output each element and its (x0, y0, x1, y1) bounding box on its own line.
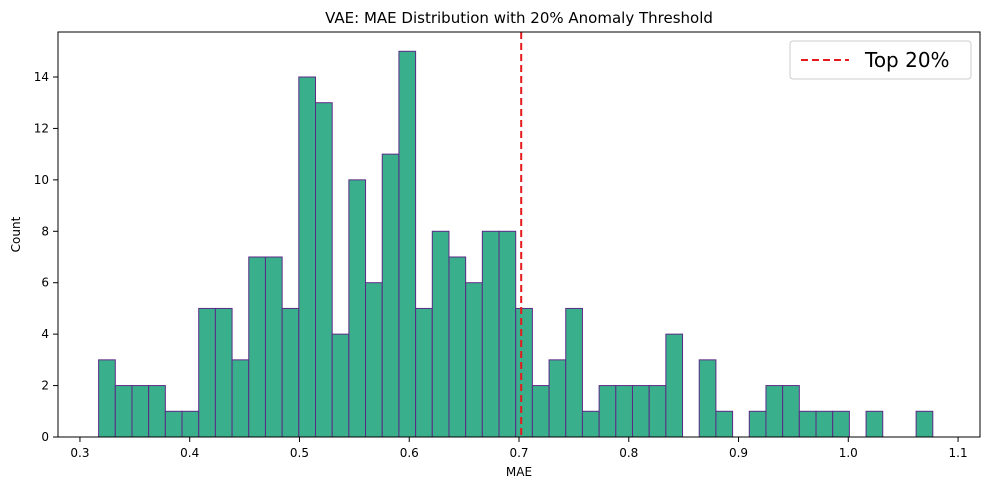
histogram-bar (331, 333, 350, 438)
histogram-bar (281, 307, 300, 438)
histogram-bar (515, 307, 533, 438)
x-tick-label: 1.0 (839, 446, 858, 460)
y-tick-label: 14 (34, 70, 49, 84)
x-axis-title: MAE (506, 465, 532, 479)
histogram-bar (398, 50, 417, 438)
histogram-bar (315, 102, 333, 438)
histogram-bar (348, 179, 367, 438)
y-tick-label: 4 (41, 327, 49, 341)
x-tick-label: 0.9 (729, 446, 748, 460)
histogram-bar (248, 256, 266, 438)
x-tick-label: 0.5 (290, 446, 309, 460)
y-tick-label: 12 (34, 121, 49, 135)
histogram-bar (181, 410, 200, 438)
y-tick-label: 6 (41, 276, 49, 290)
x-tick-label: 1.1 (949, 446, 968, 460)
x-tick-label: 0.4 (180, 446, 199, 460)
histogram-bar (565, 307, 583, 438)
legend-box (789, 40, 972, 80)
histogram-bar (798, 410, 817, 438)
histogram-bar (431, 230, 450, 438)
histogram-bar (365, 282, 383, 438)
chart-title: VAE: MAE Distribution with 20% Anomaly T… (325, 9, 713, 27)
histogram-bar (765, 385, 784, 438)
y-tick-label: 0 (41, 430, 49, 444)
histogram-bar (264, 256, 283, 438)
histogram-bar (298, 76, 317, 438)
histogram-bar (531, 385, 550, 438)
histogram-bar (815, 410, 834, 438)
x-tick-label: 0.3 (70, 446, 89, 460)
y-tick-label: 2 (41, 379, 49, 393)
x-tick-label: 0.8 (619, 446, 638, 460)
y-axis-title: Count (9, 216, 23, 252)
histogram-bar (415, 307, 433, 438)
histogram-bar (98, 359, 116, 438)
histogram-bar (715, 410, 734, 438)
histogram-bar (114, 385, 133, 438)
histogram-bar (498, 230, 517, 438)
histogram-bar (548, 359, 567, 438)
x-tick-label: 0.6 (400, 446, 419, 460)
legend: Top 20% (789, 40, 972, 80)
legend-label: Top 20% (864, 48, 950, 72)
x-tick-label: 0.7 (509, 446, 528, 460)
x-axis-ticks: 0.3 0.4 0.5 0.6 0.7 0.8 0.9 1.0 1.1 (70, 437, 968, 460)
histogram-bar (782, 385, 800, 438)
histogram-bar (631, 385, 650, 438)
histogram-bar (164, 410, 183, 438)
histogram-bar (131, 385, 150, 438)
histogram-bar (148, 385, 166, 438)
histogram-bar (198, 307, 216, 438)
histogram-bar (598, 385, 617, 438)
histogram-bars (98, 50, 934, 438)
histogram-bar (832, 410, 850, 438)
histogram-bar (865, 410, 884, 438)
histogram-bar (465, 282, 483, 438)
histogram-bar (648, 385, 667, 438)
histogram-bar (381, 153, 400, 438)
histogram-bar (231, 359, 250, 438)
y-axis-ticks: 0 2 4 6 8 10 12 14 (34, 70, 58, 444)
histogram-bar (915, 410, 934, 438)
histogram-bar (448, 256, 467, 438)
histogram-bar (698, 359, 717, 438)
histogram-bar (615, 385, 633, 438)
histogram-bar (748, 410, 767, 438)
histogram-bar (581, 410, 600, 438)
y-tick-label: 10 (34, 173, 49, 187)
y-tick-label: 8 (41, 224, 49, 238)
histogram-bar (214, 307, 233, 438)
histogram-bar (665, 333, 684, 438)
histogram-bar (481, 230, 500, 438)
